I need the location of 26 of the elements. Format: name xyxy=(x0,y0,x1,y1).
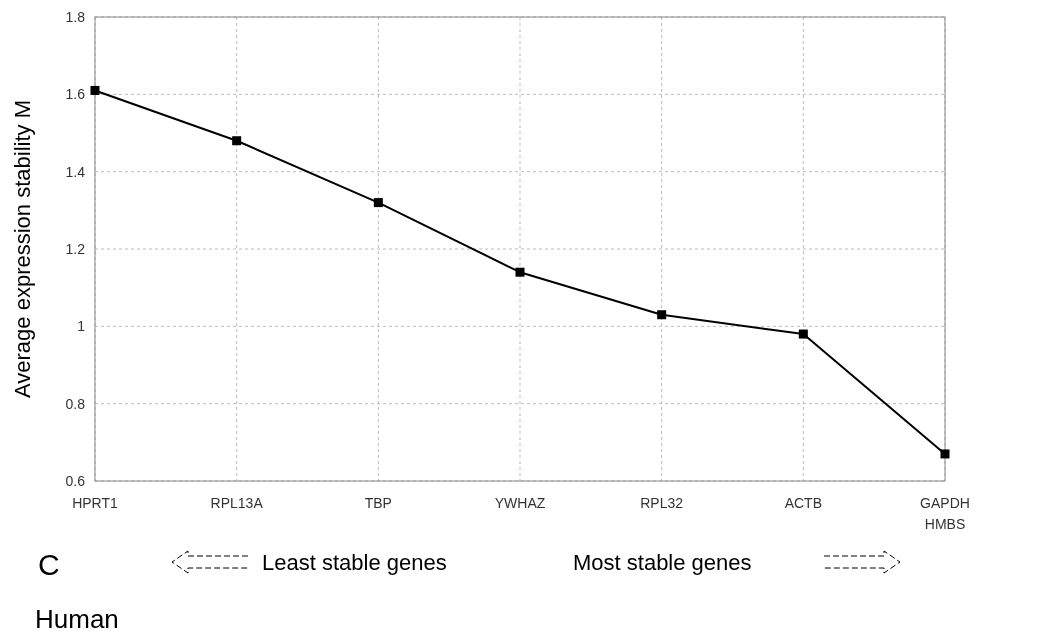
x-tick-label: YWHAZ xyxy=(494,495,546,511)
x-tick-label: RPL32 xyxy=(640,495,684,511)
x-tick-label: RPL13A xyxy=(210,495,264,511)
point xyxy=(940,449,950,459)
point xyxy=(90,85,100,95)
point xyxy=(232,136,242,146)
y-tick-label: 0.6 xyxy=(65,472,86,489)
y-tick-label: 1.2 xyxy=(65,240,86,257)
text: Least stable genes xyxy=(262,550,447,575)
x-tick-label: HPRT1 xyxy=(72,495,119,511)
y-axis-title: Average expression stability M xyxy=(10,100,35,398)
point xyxy=(515,267,525,277)
x-tick-label: ACTB xyxy=(784,495,823,511)
y-tick-label: 0.8 xyxy=(65,395,86,412)
y-tick-label: 1.4 xyxy=(65,163,86,180)
y-tick-label: 1.8 xyxy=(65,8,86,25)
x-tick-label: GAPDH HMBS xyxy=(920,495,970,532)
point xyxy=(657,310,667,320)
text: Most stable genes xyxy=(573,550,752,575)
point xyxy=(373,198,383,208)
text: Human xyxy=(35,604,119,633)
y-tick-label: 1.6 xyxy=(65,86,86,103)
text: C xyxy=(38,548,60,581)
y-tick-label: 1 xyxy=(77,318,86,335)
point xyxy=(798,329,808,339)
x-tick-label: TBP xyxy=(364,495,392,511)
